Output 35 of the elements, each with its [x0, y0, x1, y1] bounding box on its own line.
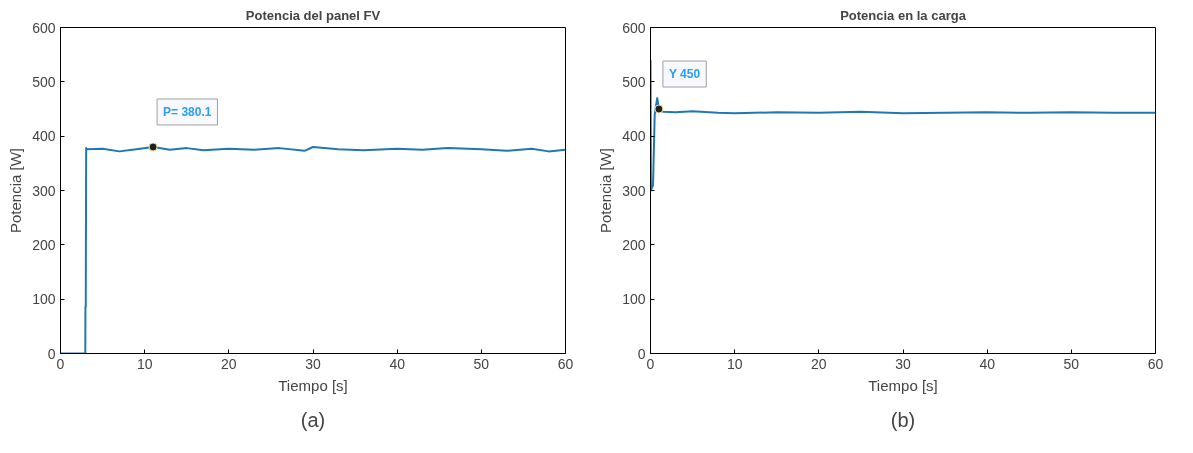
x-tick-label: 50: [473, 355, 490, 372]
chart-title: Potencia en la carga: [840, 7, 967, 23]
line-series: [650, 59, 1156, 192]
chart-title: Potencia del panel FV: [245, 7, 381, 23]
x-tick-label: 60: [1147, 355, 1164, 372]
x-tick-label: 30: [895, 355, 911, 372]
y-tick-label: 400: [622, 128, 646, 145]
x-tick-label: 10: [136, 355, 153, 372]
annotation: P= 380.1: [163, 104, 212, 119]
y-tick-label: 200: [622, 236, 646, 253]
x-tick-label: 30: [305, 355, 321, 372]
y-tick-label: 300: [622, 182, 646, 199]
y-tick-label: 600: [32, 19, 56, 36]
x-tick-label: 50: [1063, 355, 1080, 372]
y-axis-title: Potencia [W]: [597, 147, 615, 234]
x-tick-label: 60: [557, 355, 574, 372]
y-tick-label: 500: [32, 73, 56, 90]
x-tick-label: 40: [979, 355, 996, 372]
x-tick-label: 10: [726, 355, 743, 372]
y-tick-label: 600: [622, 19, 646, 36]
y-axis-title: Potencia [W]: [7, 147, 25, 234]
y-tick-label: 500: [622, 73, 646, 90]
x-axis-title: Tiempo [s]: [278, 376, 348, 394]
text: (b): [890, 408, 916, 431]
x-tick-label: 20: [221, 355, 237, 372]
y-tick-label: 100: [32, 291, 56, 308]
annotation: Y 450: [668, 67, 701, 81]
y-tick-label: 100: [622, 291, 646, 308]
y-tick-label: 400: [32, 128, 56, 145]
text: (a): [300, 408, 326, 431]
x-tick-label: 20: [811, 355, 827, 372]
x-tick-label: 40: [389, 355, 406, 372]
x-axis-title: Tiempo [s]: [868, 376, 938, 394]
y-tick-label: 300: [32, 182, 56, 199]
y-tick-label: 200: [32, 236, 56, 253]
